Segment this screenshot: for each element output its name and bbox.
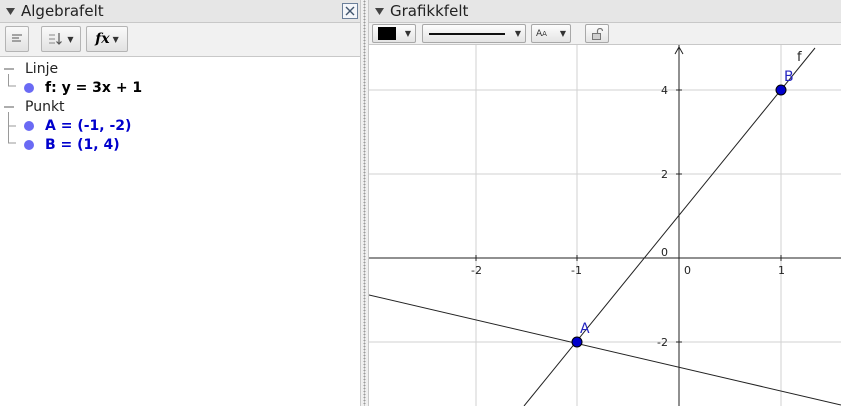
item-label: A = (-1, -2) xyxy=(45,117,132,134)
visibility-dot-icon[interactable] xyxy=(24,139,34,150)
y-axis-arrow-icon xyxy=(674,45,684,55)
line-style-button[interactable]: ▼ xyxy=(422,24,526,43)
algebra-title: Algebrafelt xyxy=(21,2,104,20)
toggle-auxiliary-button[interactable] xyxy=(5,26,29,52)
chevron-down-icon: ▼ xyxy=(559,29,566,38)
point-b-label: B xyxy=(784,69,794,85)
item-label: f: y = 3x + 1 xyxy=(45,79,143,96)
splitter-grip[interactable] xyxy=(363,0,366,406)
view-splitter[interactable] xyxy=(360,0,369,406)
color-swatch xyxy=(378,27,396,40)
style-bar: ▼ ▼ AA ▼ xyxy=(369,23,841,45)
label-style-button[interactable]: AA ▼ xyxy=(531,24,571,43)
line-style-icon xyxy=(429,32,505,35)
algebra-toolbar: ▼ fx ▼ xyxy=(0,23,360,57)
point-a[interactable] xyxy=(571,336,583,348)
text-size-icon: AA xyxy=(536,28,547,39)
collapse-minus-icon[interactable] xyxy=(3,101,15,113)
collapse-triangle-icon[interactable] xyxy=(5,6,15,16)
point-a-label: A xyxy=(580,321,590,337)
x-tick-label: 1 xyxy=(778,264,785,277)
collapse-triangle-icon[interactable] xyxy=(374,6,384,16)
chevron-down-icon: ▼ xyxy=(514,29,521,38)
item-label: B = (1, 4) xyxy=(45,136,120,153)
fix-object-button[interactable] xyxy=(585,24,609,43)
close-icon xyxy=(345,6,355,16)
algebra-item-a[interactable]: A = (-1, -2) xyxy=(24,116,131,135)
tree-lines xyxy=(8,74,16,144)
algebra-item-b[interactable]: B = (1, 4) xyxy=(24,135,120,154)
y-tick-label: 2 xyxy=(661,168,668,181)
collapse-minus-icon[interactable] xyxy=(3,63,15,75)
chevron-down-icon: ▼ xyxy=(404,29,411,38)
y-tick-label: 4 xyxy=(661,84,668,97)
graphics-header[interactable]: Grafikkfelt xyxy=(369,0,841,23)
y-tick-label: -2 xyxy=(657,336,668,349)
description-mode-button[interactable]: fx ▼ xyxy=(86,26,128,52)
category-linje[interactable]: Linje xyxy=(0,59,58,78)
x-tick-label: 0 xyxy=(684,264,691,277)
y-tick-label: 0 xyxy=(661,246,668,259)
sort-button[interactable]: ▼ xyxy=(41,26,81,52)
line-through-a[interactable] xyxy=(369,294,841,406)
axes xyxy=(369,45,841,406)
graphics-title: Grafikkfelt xyxy=(390,2,469,20)
algebra-header[interactable]: Algebrafelt xyxy=(0,0,360,23)
color-button[interactable]: ▼ xyxy=(372,24,416,43)
unlock-icon xyxy=(592,27,603,40)
category-punkt[interactable]: Punkt xyxy=(0,97,65,116)
close-view-button[interactable] xyxy=(342,3,358,19)
visibility-dot-icon[interactable] xyxy=(24,82,34,93)
grid xyxy=(369,45,841,406)
category-label: Linje xyxy=(25,60,59,77)
fx-icon: fx xyxy=(95,31,110,47)
algebra-item-f[interactable]: f: y = 3x + 1 xyxy=(24,78,142,97)
category-label: Punkt xyxy=(25,98,65,115)
point-b[interactable] xyxy=(775,84,787,96)
graphics-view: Grafikkfelt ▼ ▼ AA ▼ xyxy=(369,0,841,406)
line-f[interactable] xyxy=(523,47,816,406)
chevron-down-icon: ▼ xyxy=(112,34,119,44)
line-f-label: f xyxy=(797,50,802,65)
list-icon xyxy=(12,34,22,42)
algebra-view: Algebrafelt ▼ fx ▼ xyxy=(0,0,360,406)
visibility-dot-icon[interactable] xyxy=(24,120,34,131)
sort-icon xyxy=(49,33,63,45)
x-tick-label: -2 xyxy=(471,264,482,277)
chevron-down-icon: ▼ xyxy=(67,34,74,44)
graphics-canvas[interactable]: -2 -1 0 1 4 2 0 -2 f A B xyxy=(369,45,841,406)
x-tick-label: -1 xyxy=(571,264,582,277)
